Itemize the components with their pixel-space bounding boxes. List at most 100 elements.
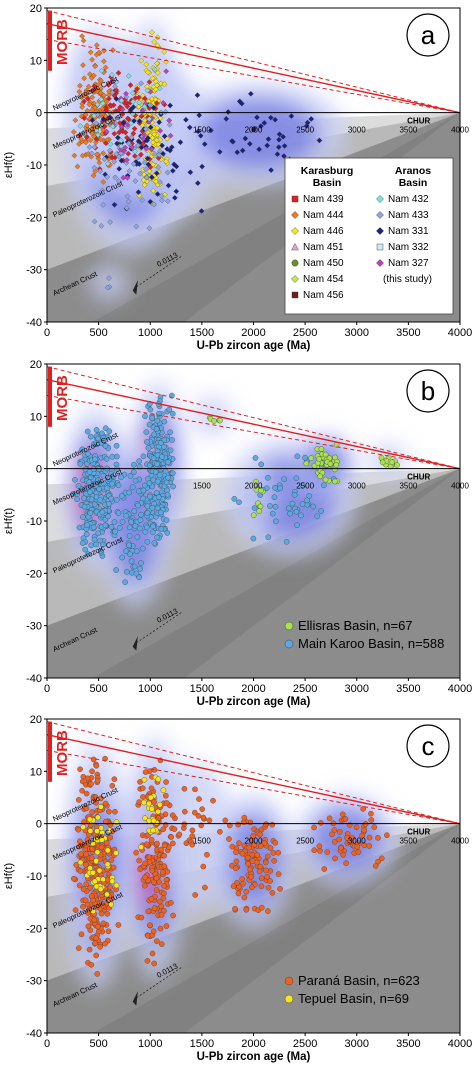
data-point	[144, 510, 151, 516]
data-point	[138, 144, 145, 151]
data-point	[272, 484, 278, 491]
data-point	[217, 828, 223, 835]
data-point	[281, 153, 287, 159]
data-point	[196, 796, 202, 802]
data-point	[276, 131, 283, 138]
data-point	[98, 122, 104, 128]
x-tick-label: 1000	[138, 327, 162, 339]
data-point	[162, 468, 169, 475]
data-point	[115, 482, 122, 489]
legend-marker	[376, 227, 384, 235]
data-point	[144, 155, 151, 162]
data-point	[91, 501, 98, 508]
data-point	[108, 471, 114, 477]
data-point	[165, 182, 172, 189]
data-point	[147, 493, 153, 500]
data-point	[165, 198, 171, 204]
data-point	[77, 82, 83, 89]
data-point	[97, 548, 104, 554]
data-point	[264, 142, 270, 149]
data-point	[251, 842, 257, 848]
data-point	[294, 453, 301, 460]
data-point	[125, 73, 132, 79]
data-point	[336, 836, 342, 843]
data-point	[250, 127, 257, 133]
data-point	[148, 785, 155, 792]
data-point	[127, 551, 133, 558]
data-point	[126, 542, 132, 549]
data-point	[105, 928, 112, 935]
data-point	[141, 799, 147, 806]
data-point	[109, 89, 116, 96]
data-point	[161, 890, 167, 897]
data-point	[339, 811, 346, 818]
data-point	[155, 808, 161, 815]
data-point	[160, 150, 166, 157]
data-point	[124, 175, 131, 181]
data-point	[164, 530, 171, 536]
data-point	[155, 776, 162, 783]
data-point	[93, 541, 99, 548]
data-point	[113, 497, 120, 503]
legend-col1-title: Basin	[313, 177, 342, 189]
data-point	[98, 96, 104, 103]
y-tick-label: 10	[30, 55, 42, 67]
data-point	[324, 849, 331, 855]
data-point	[144, 439, 150, 445]
data-point	[161, 133, 168, 140]
data-points	[71, 755, 390, 977]
data-point	[75, 483, 82, 489]
data-point	[170, 167, 176, 174]
slope-arrow	[134, 967, 182, 1000]
data-point	[333, 462, 339, 468]
data-point	[102, 800, 109, 807]
data-point	[199, 163, 205, 170]
data-point	[163, 517, 170, 524]
data-point	[101, 156, 108, 162]
data-point	[232, 905, 238, 912]
data-point	[87, 137, 94, 144]
data-point	[77, 868, 84, 874]
data-point	[239, 100, 245, 107]
morb-bar	[48, 10, 52, 71]
data-point	[140, 785, 146, 792]
x-tick-label: 1000	[138, 1038, 162, 1050]
legend-marker	[284, 621, 294, 631]
inline-x-tick-label: 2000	[245, 126, 263, 135]
data-point	[90, 869, 96, 876]
data-point	[132, 148, 138, 155]
data-point	[98, 804, 104, 810]
data-point	[136, 99, 142, 106]
x-axis-label: U-Pb zircon age (Ma)	[197, 1051, 311, 1063]
data-point	[200, 814, 207, 821]
data-point	[83, 531, 90, 538]
data-point	[153, 887, 160, 893]
data-point	[150, 523, 156, 530]
y-tick-label: -40	[26, 317, 42, 329]
data-point	[321, 866, 328, 872]
data-point	[372, 863, 379, 869]
data-point	[327, 461, 334, 467]
data-point	[189, 841, 196, 848]
morb-bar	[48, 366, 52, 427]
data-point	[265, 474, 271, 481]
data-point	[169, 437, 175, 443]
data-point	[118, 143, 125, 150]
legend-entry-label: Paraná Basin, n=623	[298, 973, 420, 988]
legend-entry-label: Main Karoo Basin, n=588	[298, 636, 444, 651]
data-point	[157, 801, 163, 808]
data-point	[107, 834, 114, 841]
upper-dashed-line	[47, 721, 460, 825]
data-point	[161, 852, 167, 859]
y-tick-label: 10	[30, 411, 42, 423]
data-point	[249, 884, 255, 891]
data-point	[299, 482, 306, 489]
data-point	[120, 120, 127, 126]
data-point	[83, 881, 90, 888]
data-point	[329, 831, 335, 838]
data-point	[124, 193, 131, 200]
data-point	[82, 897, 89, 904]
y-tick-label: -30	[26, 976, 42, 988]
data-point	[124, 157, 130, 163]
x-tick-label: 2500	[293, 1038, 317, 1050]
